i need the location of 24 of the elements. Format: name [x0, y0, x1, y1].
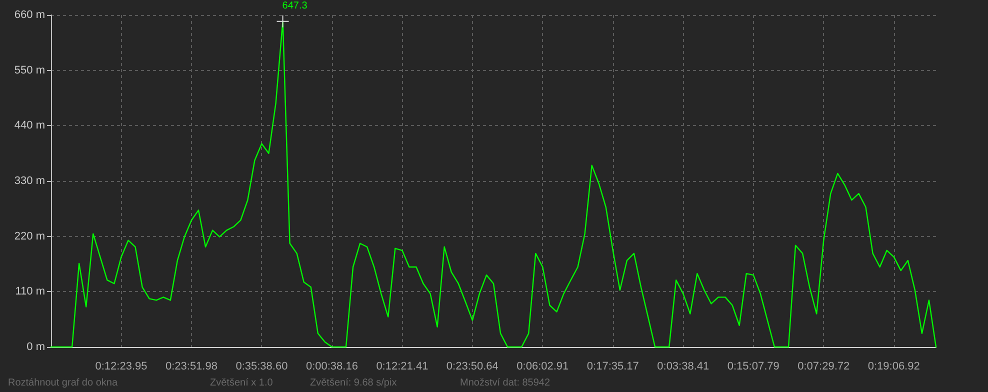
- x-tick-label: 0:07:29.72: [798, 360, 850, 372]
- x-tick-label: 0:12:21.41: [376, 360, 428, 372]
- text: Zvětšení: 9.68 s/pix: [310, 378, 397, 388]
- x-tick-label: 0:17:35.17: [586, 360, 639, 372]
- x-tick-label: 0:23:50.64: [446, 360, 498, 372]
- x-tick-label: 0:35:38.60: [236, 360, 288, 372]
- text: Množství dat: 85942: [460, 378, 550, 388]
- x-tick-label: 0:00:38.16: [306, 360, 358, 372]
- y-tick-label: 550 m: [14, 64, 45, 76]
- x-tick-label: 0:03:38.41: [657, 360, 710, 372]
- y-tick-label: 440 m: [14, 120, 45, 132]
- y-tick-label: 110 m: [15, 286, 45, 298]
- y-tick-label: 220 m: [14, 230, 45, 242]
- x-tick-label: 0:12:23.95: [95, 360, 148, 372]
- y-tick-label: 330 m: [14, 175, 45, 187]
- x-tick-label: 0:06:02.91: [516, 360, 569, 372]
- y-tick-label: 660 m: [14, 9, 45, 21]
- text: Zvětšení x 1.0: [210, 378, 274, 388]
- text: Roztáhnout graf do okna: [8, 378, 118, 388]
- x-tick-label: 0:19:06.92: [868, 360, 920, 372]
- data-label: 647.3: [282, 0, 308, 12]
- x-tick-label: 0:15:07.79: [727, 360, 780, 372]
- x-tick-label: 0:23:51.98: [165, 360, 218, 372]
- y-tick-label: 0 m: [26, 341, 45, 353]
